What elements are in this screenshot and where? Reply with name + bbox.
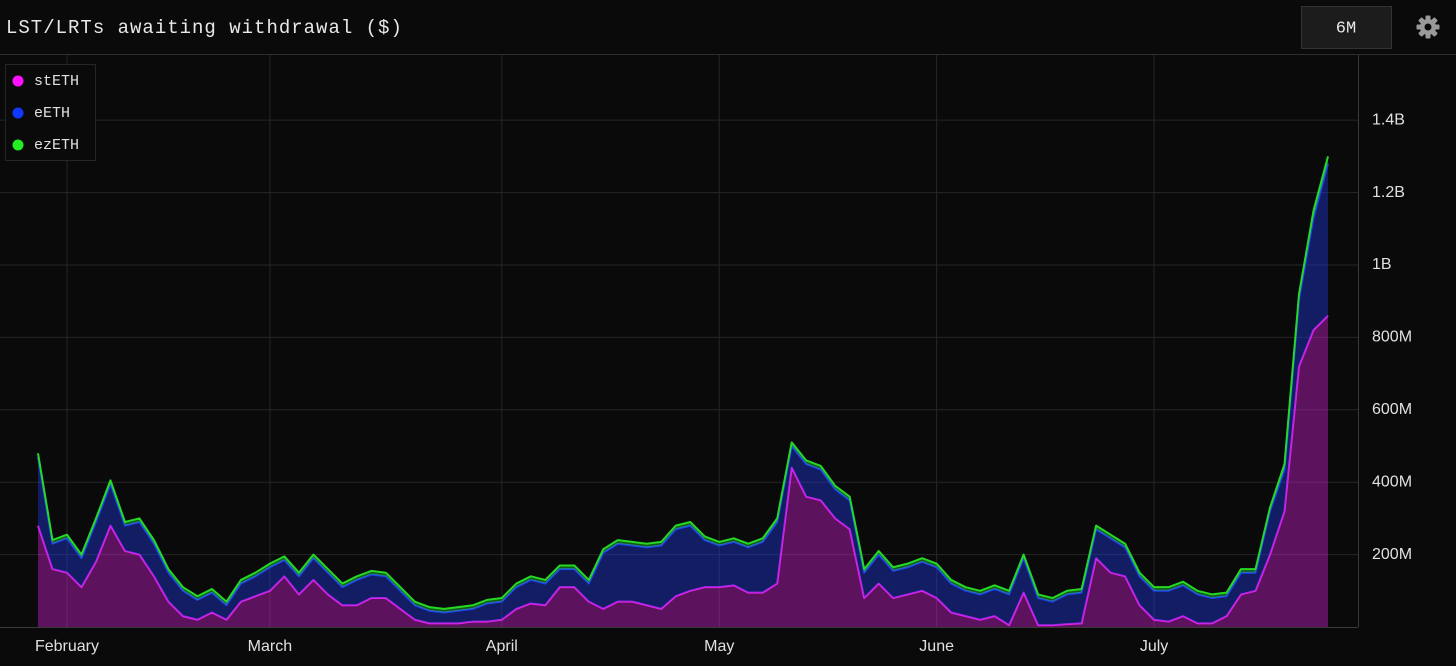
legend-label: ezETH [34, 137, 79, 154]
range-button[interactable] [1301, 6, 1392, 49]
x-tick-label: February [35, 638, 99, 655]
y-tick-label: 800M [1372, 329, 1412, 346]
chart-title: LST/LRTs awaiting withdrawal ($) [6, 17, 403, 39]
legend-label: stETH [34, 73, 79, 90]
gear-hole[interactable] [1424, 23, 1432, 31]
range-button-label[interactable]: 6M [1336, 19, 1356, 38]
legend-swatch [12, 107, 24, 119]
y-tick-label: 1.4B [1372, 111, 1405, 128]
x-tick-label: June [919, 638, 954, 655]
y-tick-label: 1B [1372, 256, 1392, 273]
x-tick-label: April [486, 638, 518, 655]
y-tick-label: 200M [1372, 546, 1412, 563]
settings-icon[interactable] [1416, 15, 1440, 39]
x-tick-label: May [704, 638, 734, 655]
area-fill [38, 163, 1328, 626]
legend-label: eETH [34, 105, 70, 122]
y-tick-label: 400M [1372, 473, 1412, 490]
x-tick-label: July [1140, 638, 1168, 655]
legend-swatch [12, 139, 24, 151]
area-line [37, 314, 1329, 627]
x-tick-label: March [248, 638, 292, 655]
legend-swatch [12, 75, 24, 87]
y-tick-label: 1.2B [1372, 184, 1405, 201]
area-line [37, 156, 1329, 610]
area-line [37, 163, 1329, 614]
y-tick-label: 600M [1372, 401, 1412, 418]
